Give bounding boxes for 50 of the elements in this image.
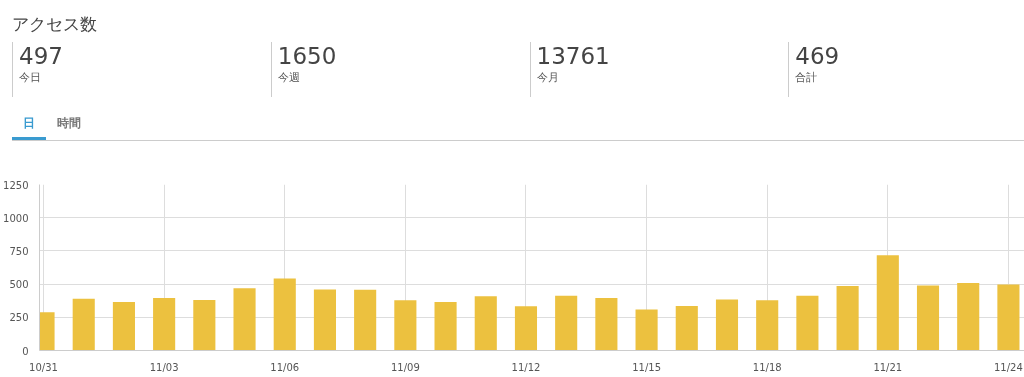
bar	[514, 306, 538, 351]
bar	[474, 296, 497, 351]
bar	[313, 289, 337, 351]
text: 13761	[536, 42, 611, 70]
text: 今月	[536, 70, 560, 86]
bar	[957, 283, 980, 351]
bar	[635, 309, 658, 351]
bar	[233, 288, 256, 351]
text: 合計	[795, 70, 819, 86]
y-tick-label: 750	[9, 245, 29, 257]
text: 469	[795, 42, 841, 70]
text: 日	[12, 111, 46, 140]
bar	[112, 302, 135, 351]
y-tick-label: 500	[9, 279, 29, 291]
bar	[394, 300, 417, 351]
bar	[796, 295, 819, 351]
bar	[153, 298, 176, 351]
bar	[756, 300, 779, 351]
bar	[72, 298, 95, 351]
bar	[555, 295, 578, 351]
bar	[595, 297, 618, 351]
bar	[715, 299, 739, 351]
x-tick-label: 11/12	[511, 361, 541, 373]
y-tick-label: 1250	[3, 179, 29, 191]
bar	[434, 302, 457, 351]
text: 497	[19, 42, 64, 70]
x-tick-label: 11/15	[632, 361, 661, 373]
text: 時間	[56, 115, 82, 132]
x-tick-label: 10/31	[29, 361, 58, 373]
bar	[997, 284, 1020, 351]
bar	[876, 255, 899, 351]
y-tick-label: 0	[22, 345, 29, 357]
text: 今週	[277, 70, 301, 86]
x-tick-label: 11/24	[994, 361, 1023, 373]
chart-title: アクセス数	[12, 13, 98, 36]
bar	[354, 289, 377, 351]
x-tick-label: 11/18	[752, 361, 782, 373]
text: 1650	[277, 42, 338, 70]
x-tick-label: 11/21	[873, 361, 903, 373]
y-tick-label: 1000	[3, 212, 29, 224]
text: 今日	[19, 70, 42, 86]
x-tick-label: 11/09	[390, 361, 420, 373]
x-tick-label: 11/03	[149, 361, 179, 373]
x-tick-label: 11/06	[270, 361, 300, 373]
bar	[675, 305, 698, 351]
bar	[193, 300, 216, 351]
y-tick-label: 250	[9, 312, 29, 324]
bar	[273, 278, 296, 351]
bar	[916, 285, 940, 351]
bar	[836, 286, 859, 351]
